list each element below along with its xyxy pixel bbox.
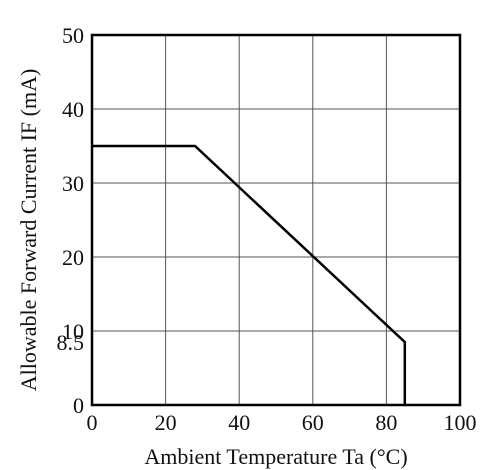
x-axis-title: Ambient Temperature Ta (°C) xyxy=(144,444,407,469)
series xyxy=(92,144,407,405)
y-tick-label-extra: 8.5 xyxy=(57,330,85,355)
x-tick-label: 40 xyxy=(228,410,250,435)
x-tick-label: 20 xyxy=(155,410,177,435)
x-tick-label: 100 xyxy=(444,410,477,435)
tick-labels: 0 20 40 60 80 100 0 10 20 30 40 50 8.5 xyxy=(57,23,477,435)
series-line xyxy=(92,144,407,405)
x-tick-label: 60 xyxy=(302,410,324,435)
y-tick-label: 10 xyxy=(62,319,84,344)
y-tick-label: 20 xyxy=(62,245,84,270)
y-tick-label: 40 xyxy=(62,97,84,122)
x-tick-label: 80 xyxy=(375,410,397,435)
x-tick-label: 0 xyxy=(87,410,98,435)
y-tick-label: 50 xyxy=(62,23,84,48)
grid xyxy=(92,35,460,405)
y-axis-title: Allowable Forward Current IF (mA) xyxy=(16,69,41,392)
y-tick-label: 0 xyxy=(73,393,84,418)
plot-frame xyxy=(90,33,462,407)
y-tick-label: 30 xyxy=(62,171,84,196)
